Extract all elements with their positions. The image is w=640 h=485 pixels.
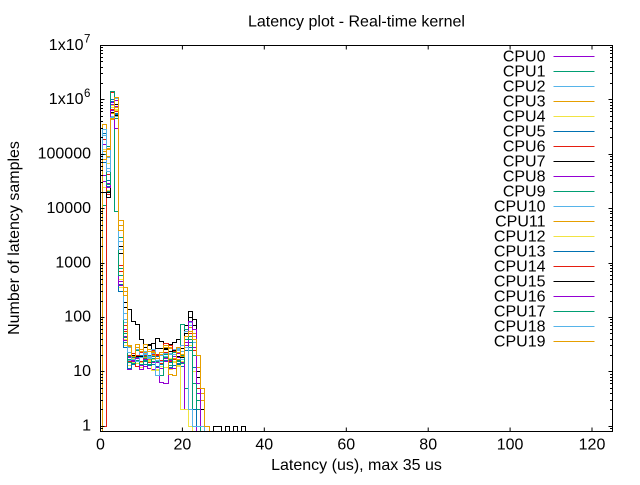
svg-text:7: 7	[84, 34, 90, 46]
svg-text:20: 20	[174, 437, 192, 454]
svg-text:1x10: 1x10	[49, 37, 84, 54]
svg-text:CPU8: CPU8	[503, 169, 546, 186]
svg-text:CPU9: CPU9	[503, 184, 546, 201]
svg-text:CPU13: CPU13	[494, 244, 546, 261]
svg-text:CPU14: CPU14	[494, 259, 546, 276]
svg-text:100: 100	[64, 309, 91, 326]
svg-text:CPU3: CPU3	[503, 94, 546, 111]
svg-text:6: 6	[84, 88, 90, 100]
svg-text:CPU1: CPU1	[503, 64, 546, 81]
svg-text:CPU15: CPU15	[494, 274, 546, 291]
svg-text:100: 100	[497, 437, 524, 454]
svg-text:CPU11: CPU11	[495, 214, 545, 231]
svg-text:CPU18: CPU18	[494, 319, 546, 336]
svg-text:Latency plot - Real-time kerne: Latency plot - Real-time kernel	[248, 14, 465, 31]
svg-text:100000: 100000	[38, 146, 91, 163]
svg-text:CPU12: CPU12	[494, 229, 546, 246]
svg-text:CPU17: CPU17	[494, 304, 546, 321]
svg-text:Latency (us), max 35 us: Latency (us), max 35 us	[271, 457, 442, 474]
svg-text:40: 40	[255, 437, 273, 454]
svg-text:1: 1	[82, 418, 91, 435]
svg-text:60: 60	[337, 437, 355, 454]
svg-text:CPU7: CPU7	[503, 154, 546, 171]
svg-text:1000: 1000	[55, 254, 91, 271]
svg-text:0: 0	[96, 437, 105, 454]
svg-text:10: 10	[73, 363, 91, 380]
svg-text:1x10: 1x10	[49, 91, 84, 108]
svg-text:80: 80	[419, 437, 437, 454]
svg-text:10000: 10000	[47, 200, 92, 217]
svg-text:CPU0: CPU0	[503, 49, 546, 66]
svg-text:120: 120	[579, 437, 606, 454]
svg-text:CPU5: CPU5	[503, 124, 546, 141]
svg-text:Number of latency samples: Number of latency samples	[6, 141, 23, 335]
svg-text:CPU6: CPU6	[503, 139, 546, 156]
svg-text:CPU4: CPU4	[503, 109, 546, 126]
svg-text:CPU2: CPU2	[503, 79, 546, 96]
svg-text:CPU10: CPU10	[494, 199, 546, 216]
svg-text:CPU19: CPU19	[494, 334, 546, 351]
svg-text:CPU16: CPU16	[494, 289, 546, 306]
